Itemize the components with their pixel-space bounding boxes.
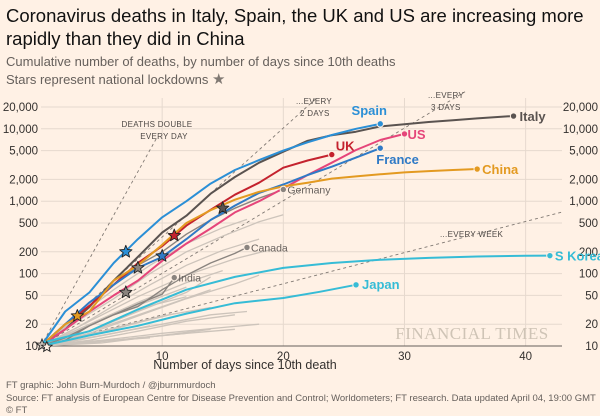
reference-label: 2 DAYS: [300, 109, 330, 118]
reference-label: ...EVERY WEEK: [440, 230, 504, 239]
series-line-china: [40, 168, 478, 347]
y-tick-label-right: 200: [579, 247, 598, 259]
series-end-dot-germany: [279, 185, 288, 194]
series-label-s-korea: S Korea: [555, 249, 600, 264]
series-end-dot-s-korea: [546, 251, 554, 260]
series-line-s-korea: [40, 254, 550, 344]
reference-label: EVERY DAY: [140, 132, 188, 141]
reference-label: DEATHS DOUBLE: [122, 120, 193, 129]
series-end-dot-france: [376, 144, 384, 152]
series-end-dot-india: [170, 273, 178, 282]
series-label-germany: Germany: [287, 185, 331, 197]
y-tick-label-right: 1,000: [569, 196, 598, 208]
y-tick-label-left: 200: [19, 247, 38, 259]
x-axis-label: Number of days since 10th death: [153, 358, 336, 372]
y-tick-label-left: 20: [25, 319, 38, 331]
y-tick-label-left: 100: [19, 269, 38, 281]
background-series-line: [40, 248, 272, 347]
reference-label: 3 DAYS: [431, 103, 461, 112]
reference-label: ...EVERY: [428, 91, 464, 100]
y-tick-label-right: 50: [585, 290, 598, 302]
chart-title: Coronavirus deaths in Italy, Spain, the …: [6, 5, 584, 49]
series-end-dot-italy: [509, 112, 518, 120]
y-tick-label-right: 10,000: [563, 124, 598, 136]
series-line-japan: [40, 283, 357, 347]
x-tick-label: 20: [277, 351, 290, 363]
lockdown-star-uk: [167, 228, 181, 242]
lockdown-note: Stars represent national lockdowns: [6, 72, 209, 87]
chart-subtitle-lockdowns: Stars represent national lockdowns ★: [6, 71, 225, 89]
series-label-japan: Japan: [362, 277, 400, 292]
series-line-uk: [40, 153, 333, 347]
y-tick-label-left: 50: [25, 290, 38, 302]
series-label-canada: Canada: [251, 242, 288, 254]
y-tick-label-left: 20,000: [3, 102, 38, 114]
star-icon: ★: [211, 71, 226, 88]
y-tick-label-right: 10: [585, 341, 598, 353]
background-series-line: [40, 214, 284, 347]
reference-line: [40, 91, 466, 347]
x-tick-label: 40: [519, 351, 532, 363]
y-tick-label-right: 20,000: [563, 102, 598, 114]
gridlines: [41, 98, 562, 347]
y-tick-label-left: 2,000: [9, 174, 38, 186]
series-end-dot-us: [400, 130, 409, 138]
lockdown-star-france: [155, 249, 169, 262]
y-tick-label-right: 5,000: [569, 146, 598, 158]
series-label-us: US: [407, 127, 425, 142]
lockdown-star-canada: [119, 285, 133, 299]
y-tick-label-left: 10,000: [3, 124, 38, 136]
series-line-spain: [40, 122, 381, 347]
lockdown-star-spain: [119, 244, 133, 258]
footer-credit: FT graphic: John Burn-Murdoch / @jburnmu…: [6, 380, 216, 391]
background-series-line: [40, 337, 151, 347]
series-label-india: India: [178, 273, 201, 285]
ft-watermark: FINANCIAL TIMES: [395, 324, 548, 343]
series-line-canada: [40, 246, 248, 347]
background-series-line: [40, 274, 260, 347]
series-label-france: France: [376, 152, 419, 167]
footer-copyright: © FT: [6, 405, 28, 416]
series-end-dot-uk: [328, 150, 336, 159]
y-tick-label-left: 500: [19, 218, 38, 230]
series-end-dot-japan: [352, 281, 360, 289]
x-tick-label: 10: [156, 351, 169, 363]
y-tick-label-left: 10: [25, 341, 38, 353]
series-end-dot-canada: [243, 243, 251, 252]
footer-source: Source: FT analysis of European Centre f…: [6, 393, 596, 404]
series-label-italy: Italy: [520, 109, 547, 124]
background-series-line: [40, 314, 235, 347]
series-line-italy: [40, 115, 514, 347]
reference-label: ...EVERY: [296, 97, 332, 106]
x-tick-label: 30: [398, 351, 411, 363]
reference-lines: [40, 91, 563, 347]
lockdown-star-germany: [131, 260, 145, 274]
series-label-uk: UK: [336, 139, 355, 154]
y-tick-label-right: 100: [579, 269, 598, 281]
chart-subtitle: Cumulative number of deaths, by number o…: [6, 54, 396, 69]
y-tick-label-right: 20: [585, 319, 598, 331]
series-end-dot-spain: [376, 120, 384, 128]
y-tick-label-right: 500: [579, 218, 598, 230]
background-series-line: [40, 325, 151, 347]
series-label-china: China: [482, 162, 519, 177]
y-tick-label-left: 5,000: [9, 146, 38, 158]
y-tick-label-left: 1,000: [9, 196, 38, 208]
series-line-us: [40, 132, 405, 347]
series-line-france: [40, 147, 381, 347]
lockdown-star-china: [70, 309, 84, 322]
lockdown-star-italy: [216, 201, 230, 214]
series-end-dot-china: [473, 165, 481, 173]
series-label-spain: Spain: [352, 103, 387, 118]
lockdown-star-origin: [40, 340, 54, 353]
background-series-line: [40, 269, 223, 347]
y-tick-label-right: 2,000: [569, 174, 598, 186]
